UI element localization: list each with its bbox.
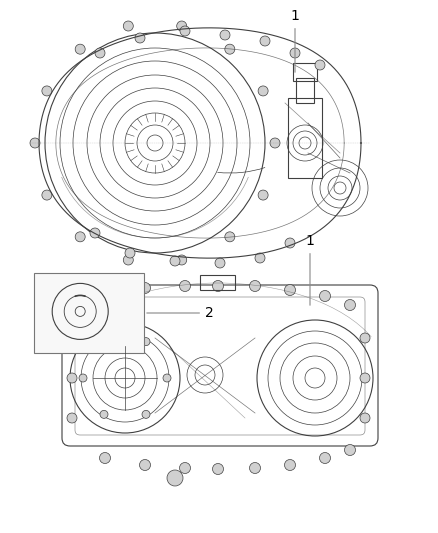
Circle shape bbox=[260, 36, 270, 46]
Bar bbox=[34, 273, 144, 353]
Circle shape bbox=[30, 138, 40, 148]
Bar bbox=[288, 98, 322, 178]
Circle shape bbox=[75, 44, 85, 54]
Circle shape bbox=[215, 258, 225, 268]
Circle shape bbox=[225, 232, 235, 242]
Circle shape bbox=[315, 60, 325, 70]
Circle shape bbox=[250, 463, 261, 473]
Circle shape bbox=[42, 86, 52, 96]
Circle shape bbox=[285, 285, 296, 295]
Circle shape bbox=[258, 190, 268, 200]
Circle shape bbox=[258, 86, 268, 96]
Circle shape bbox=[125, 248, 135, 258]
Circle shape bbox=[124, 255, 133, 265]
Circle shape bbox=[212, 464, 223, 474]
Circle shape bbox=[250, 280, 261, 292]
Circle shape bbox=[180, 280, 191, 292]
Circle shape bbox=[100, 410, 108, 418]
Circle shape bbox=[345, 445, 356, 456]
Circle shape bbox=[225, 44, 235, 54]
Circle shape bbox=[142, 337, 150, 345]
Circle shape bbox=[345, 300, 356, 311]
Text: 1: 1 bbox=[290, 9, 300, 72]
Circle shape bbox=[67, 333, 77, 343]
Bar bbox=[296, 78, 314, 103]
Circle shape bbox=[95, 48, 105, 58]
Circle shape bbox=[67, 373, 77, 383]
Circle shape bbox=[180, 26, 190, 36]
Circle shape bbox=[212, 280, 223, 292]
Circle shape bbox=[319, 453, 331, 464]
Circle shape bbox=[135, 33, 145, 43]
Circle shape bbox=[285, 238, 295, 248]
Text: 1: 1 bbox=[306, 234, 314, 305]
Circle shape bbox=[255, 253, 265, 263]
Circle shape bbox=[75, 232, 85, 242]
Circle shape bbox=[180, 463, 191, 473]
Circle shape bbox=[285, 459, 296, 471]
Circle shape bbox=[139, 282, 151, 294]
Circle shape bbox=[99, 290, 110, 302]
Circle shape bbox=[139, 459, 151, 471]
Circle shape bbox=[100, 337, 108, 345]
Circle shape bbox=[142, 410, 150, 418]
Circle shape bbox=[124, 21, 133, 31]
Circle shape bbox=[90, 228, 100, 238]
Bar bbox=[200, 275, 235, 290]
Circle shape bbox=[163, 374, 171, 382]
Circle shape bbox=[360, 413, 370, 423]
Circle shape bbox=[99, 453, 110, 464]
Circle shape bbox=[270, 138, 280, 148]
Circle shape bbox=[177, 255, 187, 265]
Circle shape bbox=[220, 30, 230, 40]
Text: 2: 2 bbox=[147, 306, 214, 320]
Circle shape bbox=[360, 373, 370, 383]
Circle shape bbox=[360, 333, 370, 343]
Circle shape bbox=[67, 413, 77, 423]
Circle shape bbox=[177, 21, 187, 31]
Circle shape bbox=[79, 374, 87, 382]
Circle shape bbox=[170, 256, 180, 266]
Circle shape bbox=[290, 48, 300, 58]
Circle shape bbox=[42, 190, 52, 200]
Bar bbox=[293, 63, 317, 81]
Circle shape bbox=[319, 290, 331, 302]
Circle shape bbox=[167, 470, 183, 486]
